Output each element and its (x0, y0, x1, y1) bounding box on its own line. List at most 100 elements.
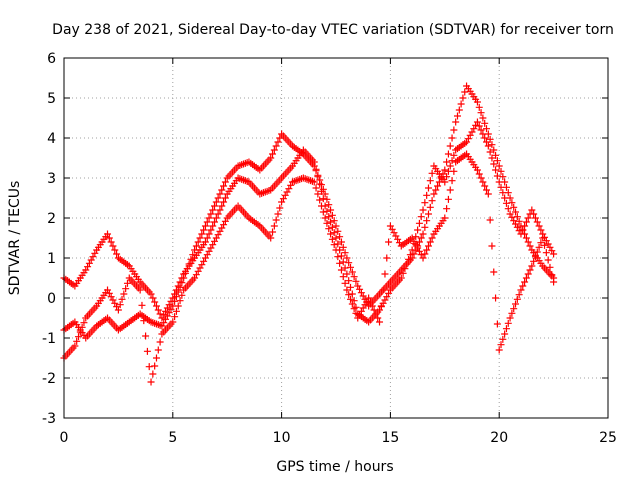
data-point (499, 189, 507, 197)
data-point (444, 150, 452, 158)
data-point (321, 190, 329, 198)
data-point (531, 214, 539, 222)
data-point (501, 330, 509, 338)
data-point (493, 172, 501, 180)
data-point (203, 234, 211, 242)
y-tick-label: 3 (47, 171, 56, 187)
data-point (539, 234, 547, 242)
data-point (401, 265, 409, 273)
data-point (212, 214, 220, 222)
data-point (154, 346, 162, 354)
data-point (522, 274, 530, 282)
data-point (211, 218, 219, 226)
data-point (512, 300, 520, 308)
data-point (107, 238, 115, 246)
data-point (325, 201, 333, 209)
data-point (419, 206, 427, 214)
data-point (408, 246, 416, 254)
data-point (443, 158, 451, 166)
data-point (327, 218, 335, 226)
data-point (156, 338, 164, 346)
data-point (428, 197, 436, 205)
data-point (142, 332, 150, 340)
data-point (414, 226, 422, 234)
data-point (319, 195, 327, 203)
data-point (450, 151, 458, 159)
data-point (441, 214, 449, 222)
data-point (432, 186, 440, 194)
data-point (319, 208, 327, 216)
data-point (492, 151, 500, 159)
data-point (531, 253, 539, 261)
data-point (497, 183, 505, 191)
data-point (504, 319, 512, 327)
x-axis-label: GPS time / hours (276, 459, 393, 475)
data-point (475, 170, 483, 178)
data-point (339, 273, 347, 281)
data-point (446, 186, 454, 194)
data-point (542, 249, 550, 257)
data-point (330, 217, 338, 225)
data-point (207, 226, 215, 234)
data-point (537, 226, 545, 234)
data-point (510, 305, 518, 313)
chart-title: Day 238 of 2021, Sidereal Day-to-day VTE… (52, 22, 614, 38)
data-point (343, 254, 351, 262)
data-point (321, 214, 329, 222)
data-point (276, 204, 284, 212)
data-point (479, 130, 487, 138)
data-point (147, 290, 155, 298)
data-point (221, 194, 229, 202)
data-point (178, 291, 186, 299)
data-point (366, 298, 374, 306)
data-point (443, 173, 451, 181)
data-point (267, 234, 275, 242)
data-point (328, 223, 336, 231)
data-point (399, 269, 407, 277)
data-point (207, 210, 215, 218)
data-point (214, 210, 222, 218)
data-point (274, 138, 282, 146)
data-point (421, 223, 429, 231)
data-point (339, 258, 347, 266)
data-point (314, 173, 322, 181)
data-point (171, 313, 179, 321)
data-point (122, 285, 130, 293)
data-point (332, 246, 340, 254)
data-point (490, 146, 498, 154)
data-point (323, 219, 331, 227)
data-point (336, 233, 344, 241)
data-point (172, 286, 180, 294)
data-point (312, 165, 320, 173)
data-point (201, 222, 209, 230)
data-point (426, 177, 434, 185)
y-tick-label: 2 (47, 211, 56, 227)
data-point (508, 309, 516, 317)
data-point (455, 106, 463, 114)
data-point (446, 142, 454, 150)
data-point (76, 328, 84, 336)
data-point (325, 225, 333, 233)
y-tick-label: 1 (47, 251, 56, 267)
data-point (426, 203, 434, 211)
x-tick-label: 0 (60, 430, 69, 446)
data-point (348, 268, 356, 276)
data-point (274, 210, 282, 218)
data-point (323, 195, 331, 203)
data-point (550, 278, 558, 286)
data-points (60, 82, 558, 386)
data-point (270, 222, 278, 230)
data-point (114, 306, 122, 314)
data-point (424, 242, 432, 250)
data-point (345, 291, 353, 299)
data-point (548, 271, 556, 279)
data-point (196, 234, 204, 242)
data-point (368, 302, 376, 310)
data-point (348, 290, 356, 298)
data-point (421, 199, 429, 207)
data-point (347, 295, 355, 303)
data-point (521, 278, 529, 286)
data-point (171, 290, 179, 298)
grid-lines (64, 58, 608, 418)
data-point (457, 100, 465, 108)
